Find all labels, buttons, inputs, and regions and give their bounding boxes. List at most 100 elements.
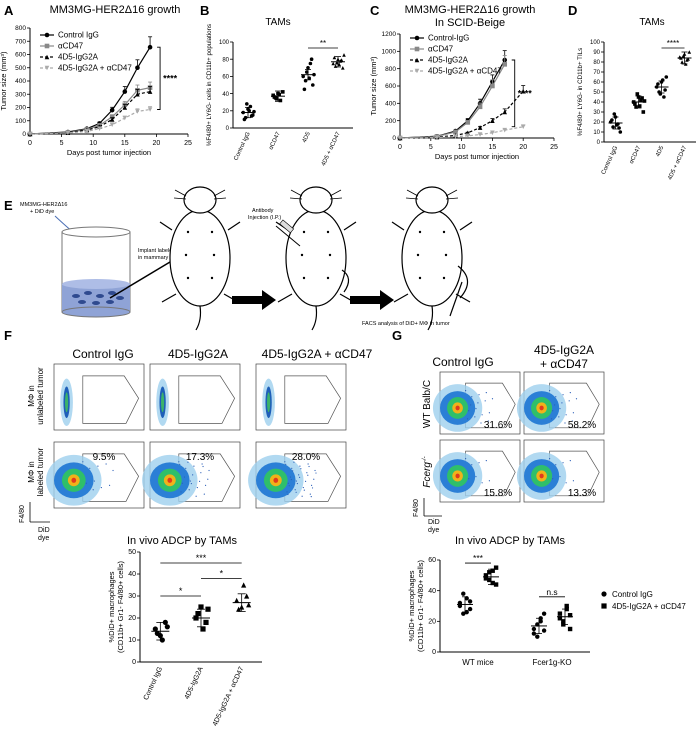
flow-f-labeled-2-density-peak bbox=[167, 477, 173, 483]
chart-d-y-tick-label: 40 bbox=[593, 100, 600, 106]
chart-f-bottom-y-axis-label-2: (CD11b+ Gr1- F4/80+ cells) bbox=[116, 561, 125, 653]
chart-c-x-tick-label: 15 bbox=[489, 144, 497, 151]
schematic-arrow-2-icon bbox=[350, 290, 394, 310]
chart-d-sig-label: **** bbox=[667, 39, 679, 48]
syringe-icon bbox=[275, 219, 301, 247]
chart-b-point bbox=[242, 117, 247, 122]
chart-a-legend-marker bbox=[44, 65, 50, 71]
flow-f-labeled-3-event bbox=[300, 468, 302, 470]
chart-a-legend-marker bbox=[44, 54, 50, 60]
panel-letter-b: B bbox=[200, 3, 209, 18]
panel-letter-c: C bbox=[370, 3, 380, 18]
schematic-implant-label: Implant labeled BC bbox=[138, 248, 184, 254]
chart-g-bottom-y-tick-label: 40 bbox=[428, 588, 436, 595]
chart-f-bottom-point bbox=[164, 624, 170, 630]
flow-g-wt-1-event bbox=[487, 420, 489, 422]
flow-g-wt-2-event bbox=[555, 396, 557, 398]
chart-g-bottom-point bbox=[567, 626, 573, 632]
flow-f-unlabeled-3-density-core bbox=[267, 392, 271, 413]
flow-f-labeled-3-event bbox=[293, 461, 295, 463]
chart-b-x-tick-label: Control IgG bbox=[233, 131, 252, 162]
chart-a-legend-label: 4D5-IgG2A + αCD47 bbox=[58, 64, 132, 73]
chart-f-bottom-point bbox=[234, 597, 240, 603]
chart-a-point bbox=[122, 89, 128, 94]
chart-d-point bbox=[656, 82, 660, 86]
chart-c-y-axis-label: Tumor size (mm³) bbox=[369, 56, 378, 115]
flow-g-ko-percent-2: 13.3% bbox=[568, 488, 596, 499]
chart-d-point bbox=[611, 125, 615, 129]
chart-f-bottom-point bbox=[162, 619, 168, 626]
chart-g-bottom-title: In vivo ADCP by TAMs bbox=[455, 535, 566, 547]
chart-b-point bbox=[332, 55, 337, 60]
chart-d-point bbox=[663, 88, 667, 92]
chart-d-point bbox=[634, 105, 638, 109]
chart-g-bottom-point bbox=[490, 568, 495, 573]
flow-f-labeled-2-event bbox=[198, 480, 201, 483]
chart-f-bottom-point bbox=[203, 619, 209, 625]
chart-b-x-tick-label: 4D5 bbox=[302, 131, 312, 144]
chart-b-point bbox=[281, 90, 285, 94]
flow-f-labeled-3-event bbox=[314, 469, 316, 472]
flow-f-labeled-2-event bbox=[200, 472, 202, 474]
schematic-dye-label: + DiD dye bbox=[30, 209, 54, 215]
chart-c-legend-marker bbox=[414, 35, 420, 41]
flow-f-labeled-3-event bbox=[294, 489, 296, 491]
chart-c-x-tick-label: 5 bbox=[429, 144, 433, 151]
chart-c-legend-marker bbox=[414, 57, 420, 63]
flow-g-wt-1-event bbox=[491, 398, 494, 400]
flow-g-wt-percent-2: 58.2% bbox=[568, 420, 596, 431]
flow-f-labeled-3-event bbox=[310, 496, 312, 498]
flow-g-ko-1-event bbox=[471, 464, 473, 466]
flow-g-col-2-label: 4D5-IgG2A bbox=[534, 343, 594, 357]
chart-f-bottom-point bbox=[205, 606, 211, 612]
panel-letter-e: E bbox=[4, 198, 13, 213]
chart-b-x-tick-label: 4D5 + αCD47 bbox=[321, 131, 342, 167]
chart-b-point bbox=[301, 74, 306, 79]
chart-c-x-tick-label: 25 bbox=[550, 144, 558, 151]
flow-f-labeled-3-event bbox=[292, 470, 294, 472]
flow-g-ko-1-event bbox=[485, 460, 487, 462]
chart-b-point bbox=[341, 66, 345, 70]
chart-c-point bbox=[434, 135, 440, 140]
flow-g-ko-2-event bbox=[572, 480, 575, 482]
flow-f-labeled-2-event bbox=[181, 482, 183, 484]
flow-f-labeled-3-event bbox=[310, 484, 313, 486]
chart-a-y-tick-label: 800 bbox=[15, 25, 26, 32]
flow-g-wt-1-event bbox=[480, 422, 482, 424]
chart-b-x-tick-label: αCD47 bbox=[268, 131, 282, 151]
chart-b-y-tick-label: 0 bbox=[226, 126, 230, 132]
chart-b: 0 20 40 60 80 100 Control IgG αCD47 4D5 4D5 + αCD… bbox=[206, 24, 353, 167]
flow-f-labeled-1-event bbox=[97, 465, 99, 467]
chart-c-point bbox=[465, 133, 471, 139]
schematic-cells bbox=[72, 291, 124, 305]
flow-f-col-3-label: 4D5-IgG2A + αCD47 bbox=[262, 347, 373, 361]
flow-g-wt-2-event bbox=[552, 410, 554, 412]
flow-f-percent-1: 9.5% bbox=[93, 452, 116, 463]
chart-c-x-tick-label: 20 bbox=[519, 144, 527, 151]
chart-c-y-tick-label: 400 bbox=[385, 101, 396, 108]
flow-f-labeled-2-event bbox=[187, 461, 189, 463]
panel-letter-f: F bbox=[4, 328, 12, 343]
chart-a-legend-label: Control IgG bbox=[58, 31, 99, 40]
chart-d-point bbox=[635, 92, 640, 96]
flow-f-labeled-3-event bbox=[287, 482, 289, 484]
flow-g-wt-2-event bbox=[559, 408, 561, 410]
chart-c-legend-marker bbox=[414, 68, 420, 74]
chart-b-point bbox=[249, 114, 254, 118]
chart-c-point bbox=[465, 120, 471, 125]
flow-f-labeled-3-event bbox=[284, 461, 286, 463]
flow-g-wt-2-density-peak bbox=[539, 405, 544, 411]
flow-f-labeled-1-event bbox=[85, 482, 87, 484]
flow-g-ko-2-event bbox=[565, 482, 567, 484]
schematic-tube-bottom bbox=[61, 306, 131, 318]
flow-g-ko-2-event bbox=[559, 476, 561, 478]
flow-f-unlabeled-1-gate bbox=[82, 375, 140, 424]
chart-f-bottom-y-tick-label: 30 bbox=[128, 593, 136, 600]
chart-a-x-tick-label: 25 bbox=[184, 140, 192, 147]
chart-g-bottom-point bbox=[535, 634, 540, 639]
schematic-cells-label: MM3MG-HER2Δ16 bbox=[20, 202, 67, 208]
schematic-tube-top bbox=[61, 226, 131, 238]
chart-a-y-tick-label: 400 bbox=[15, 78, 26, 85]
chart-c-point bbox=[502, 62, 508, 67]
chart-b-point bbox=[245, 102, 249, 106]
